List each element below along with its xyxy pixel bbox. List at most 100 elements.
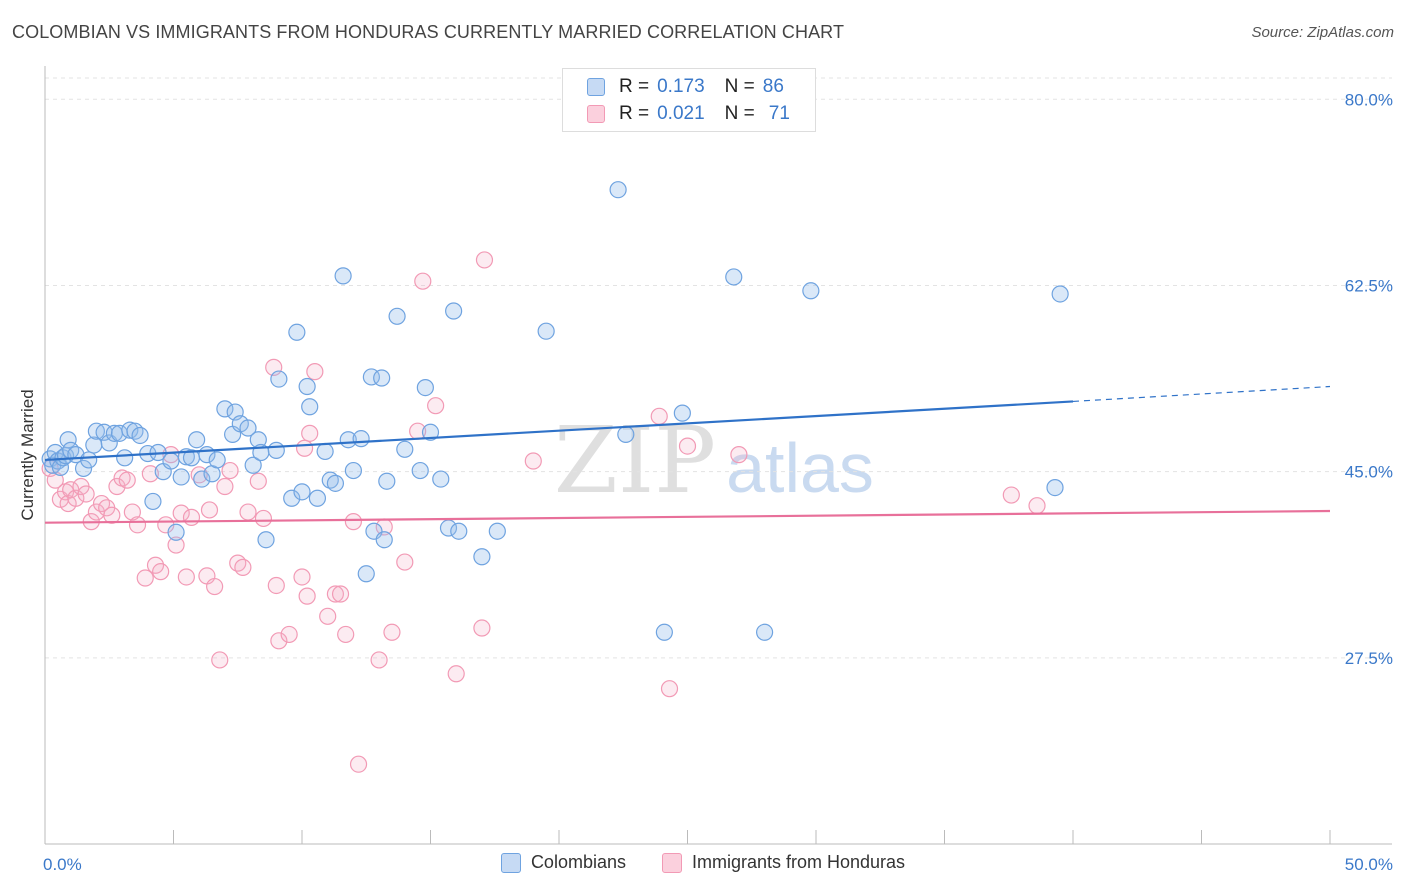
colombians-point: [1051, 285, 1069, 303]
trend-line-colombians: [44, 400, 1074, 462]
legend-item-honduras: Immigrants from Honduras: [661, 852, 906, 873]
colombians-point: [388, 307, 406, 325]
source-credit: Source: ZipAtlas.com: [1251, 24, 1394, 41]
colombians-point: [488, 522, 506, 540]
honduras-point: [108, 477, 126, 496]
colombians-point: [188, 431, 206, 449]
colombians-point: [239, 419, 257, 437]
colombians-point: [755, 623, 774, 641]
honduras-point: [267, 576, 285, 595]
series-colombians-points: [41, 181, 1069, 641]
honduras-point: [524, 452, 542, 470]
colombians-point: [802, 282, 820, 300]
legend-n-value-honduras: 71: [768, 103, 790, 124]
honduras-point: [167, 536, 185, 554]
colombians-point: [445, 302, 463, 320]
honduras-point: [293, 568, 311, 586]
honduras-point: [349, 755, 368, 773]
honduras-point: [77, 485, 95, 503]
colombians-point: [283, 489, 301, 507]
honduras-point: [414, 272, 432, 290]
legend-label-honduras: Immigrants from Honduras: [691, 852, 906, 872]
colombians-point: [301, 398, 319, 416]
colombians-point: [617, 425, 635, 444]
colombians-point: [334, 267, 352, 285]
colombians-point: [144, 492, 162, 511]
honduras-point: [128, 516, 147, 534]
honduras-point: [331, 585, 350, 603]
legend-r-label: R =: [619, 76, 650, 97]
colombians-point: [432, 470, 450, 488]
colombians-point: [121, 421, 139, 439]
honduras-point: [200, 501, 219, 519]
honduras-point: [337, 625, 355, 644]
honduras-point: [103, 506, 121, 524]
y-tick-label: 62.5%: [1345, 276, 1393, 295]
colombians-point: [357, 565, 375, 583]
legend-r-value-colombians: 0.173: [657, 76, 705, 97]
legend-row-colombians: R = 0.173 N = 86: [587, 76, 784, 98]
colombians-point: [450, 522, 468, 540]
legend-r-label: R =: [619, 103, 650, 124]
chart-title: COLOMBIAN VS IMMIGRANTS FROM HONDURAS CU…: [12, 22, 845, 42]
colombians-point: [373, 369, 391, 387]
honduras-point: [319, 607, 337, 625]
legend-item-colombians: Colombians: [500, 852, 626, 873]
legend-n-label: N =: [724, 76, 755, 97]
colombians-point: [74, 459, 93, 478]
colombians-point: [308, 489, 327, 507]
honduras-point: [344, 513, 362, 531]
honduras-point: [678, 437, 697, 455]
colombians-point: [116, 449, 134, 467]
honduras-point: [270, 632, 288, 650]
legend-label-colombians: Colombians: [530, 852, 626, 872]
honduras-point: [650, 407, 668, 425]
trend-line-colombians-extension: [1072, 385, 1331, 403]
honduras-point: [254, 509, 273, 528]
legend-swatch-colombians: [587, 78, 605, 96]
y-tick-label: 27.5%: [1345, 649, 1393, 668]
colombians-point: [216, 400, 234, 418]
honduras-point: [206, 577, 224, 596]
watermark-atlas: atlas: [726, 429, 874, 507]
honduras-point: [136, 569, 154, 587]
honduras-point: [326, 585, 345, 603]
honduras-point: [182, 508, 201, 526]
honduras-point: [295, 439, 314, 457]
legend-row-honduras: R = 0.021 N = 71: [587, 103, 790, 125]
honduras-point: [427, 397, 445, 415]
legend-swatch-honduras: [661, 852, 682, 873]
trend-line-honduras: [44, 509, 1331, 524]
honduras-point: [118, 471, 136, 489]
colombians-point: [167, 523, 185, 541]
colombians-point: [344, 461, 362, 480]
colombians-point: [80, 451, 98, 469]
honduras-point: [211, 651, 229, 669]
colombians-point: [352, 430, 370, 448]
colombians-point: [1046, 478, 1064, 497]
colombians-point: [244, 456, 262, 474]
colombians-point: [298, 377, 316, 396]
colombians-point: [609, 181, 627, 199]
honduras-point: [475, 251, 494, 269]
series-honduras-points: [41, 251, 1046, 773]
honduras-point: [383, 623, 401, 641]
honduras-point: [239, 503, 257, 521]
colombians-point: [655, 623, 673, 641]
colombians-point: [396, 440, 414, 458]
correlation-legend: R = 0.173 N = 86 R = 0.021 N = 71: [562, 68, 816, 132]
honduras-point: [1002, 486, 1020, 504]
colombians-point: [375, 531, 393, 549]
colombians-point: [725, 268, 743, 286]
honduras-point: [123, 503, 141, 521]
colombians-point: [270, 370, 288, 388]
y-tick-label: 80.0%: [1345, 90, 1393, 109]
honduras-point: [730, 446, 748, 464]
honduras-point: [221, 461, 239, 480]
colombians-point: [59, 431, 77, 449]
watermark: ZIP atlas: [554, 407, 874, 514]
colombians-point: [421, 423, 440, 441]
honduras-point: [249, 472, 267, 490]
series-legend: Colombians Immigrants from Honduras: [0, 852, 1406, 873]
